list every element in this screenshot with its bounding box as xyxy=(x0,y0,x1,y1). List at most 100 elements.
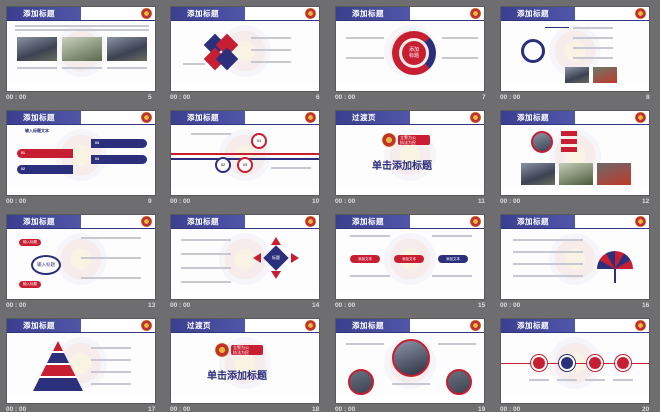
main-title: 单击添加标题 xyxy=(372,161,432,172)
text-placeholder xyxy=(613,379,633,381)
text-label: 添加文本 xyxy=(438,255,468,263)
police-emblem-watermark xyxy=(549,233,601,285)
text-placeholder xyxy=(346,37,384,39)
slide-time: 00 : 00 xyxy=(6,198,27,205)
slide-thumbnail-20[interactable]: 添加标题 xyxy=(500,318,650,404)
police-emblem-icon xyxy=(141,112,152,123)
text-placeholder xyxy=(350,275,390,277)
item-number: 04 xyxy=(95,157,99,161)
text-placeholder xyxy=(573,37,613,39)
slide-thumbnail-5[interactable]: 添加标题 xyxy=(6,6,156,92)
slide-thumbnail-9[interactable]: 添加标题 输入标题文本 01 02 03 04 xyxy=(6,110,156,196)
slide-time: 00 : 00 xyxy=(6,94,27,101)
slide-number: 16 xyxy=(642,302,650,309)
text-placeholder xyxy=(573,27,613,29)
slide-title: 添加标题 xyxy=(517,321,549,330)
slide-number: 11 xyxy=(478,198,485,205)
slide-thumbnail-6[interactable]: 添加标题 xyxy=(170,6,320,92)
center-badge: 添加 标题 xyxy=(402,41,426,65)
slide-thumbnail-11[interactable]: 过渡页 立警为公 执法为民 单击添加标题 xyxy=(335,110,485,196)
slide-thumbnail-14[interactable]: 添加标题 标题 xyxy=(170,214,320,300)
text-placeholder xyxy=(91,371,131,373)
list-item xyxy=(17,165,73,174)
slide-title: 添加标题 xyxy=(187,9,219,18)
photo-circle xyxy=(392,339,430,377)
text-placeholder xyxy=(251,37,291,39)
text-placeholder xyxy=(573,57,613,59)
slide-title: 添加标题 xyxy=(517,217,549,226)
slide-time: 00 : 00 xyxy=(170,94,191,101)
item-number: 03 xyxy=(95,141,99,145)
slide-thumbnail-16[interactable]: 添加标题 xyxy=(500,214,650,300)
police-emblem-watermark xyxy=(55,233,107,285)
text-placeholder xyxy=(181,267,231,269)
slide-time: 00 : 00 xyxy=(500,302,521,309)
slide-number: 18 xyxy=(312,406,320,412)
slide-number: 13 xyxy=(148,302,156,309)
photo-placeholder xyxy=(521,163,555,185)
text-placeholder xyxy=(438,343,476,345)
slide-thumbnail-10[interactable]: 添加标题 01 02 03 xyxy=(170,110,320,196)
umbrella-icon xyxy=(597,251,633,269)
slide-title: 添加标题 xyxy=(23,321,55,330)
slide-time: 00 : 00 xyxy=(170,198,191,205)
slide-thumbnail-18[interactable]: 过渡页 立警为公 执法为民 单击添加标题 xyxy=(170,318,320,404)
text-placeholder xyxy=(513,251,583,253)
text-placeholder xyxy=(513,263,583,265)
slogan-badge: 立警为公 执法为民 xyxy=(231,345,263,355)
slide-title: 过渡页 xyxy=(187,321,211,330)
slide-thumbnail-7[interactable]: 添加标题 添加 标题 xyxy=(335,6,485,92)
list-item xyxy=(17,149,73,158)
slide-thumbnail-13[interactable]: 添加标题 输入标题 输入标题 输入标题 xyxy=(6,214,156,300)
police-emblem-icon xyxy=(470,216,481,227)
slide-thumbnail-12[interactable]: 添加标题 xyxy=(500,110,650,196)
text-placeholder xyxy=(392,383,430,385)
slide-thumbnail-15[interactable]: 添加标题 添加文本 添加文本 添加文本 xyxy=(335,214,485,300)
text-placeholder xyxy=(251,61,291,63)
text-placeholder xyxy=(81,277,141,279)
slide-number: 8 xyxy=(646,94,650,101)
text-placeholder xyxy=(107,67,147,69)
slide-number: 7 xyxy=(482,94,486,101)
arrow-right-icon xyxy=(291,253,299,263)
slide-thumbnail-19[interactable]: 添加标题 xyxy=(335,318,485,404)
slide-number: 17 xyxy=(148,406,156,412)
photo-placeholder xyxy=(565,67,589,83)
slide-title: 过渡页 xyxy=(352,113,376,122)
timeline-node: 03 xyxy=(237,157,253,173)
slide-number: 14 xyxy=(312,302,320,309)
photo-placeholder xyxy=(597,163,631,185)
text-placeholder xyxy=(181,239,231,241)
slide-number: 19 xyxy=(478,406,486,412)
timeline-line xyxy=(171,153,319,155)
police-emblem-icon xyxy=(305,320,316,331)
text-placeholder xyxy=(181,281,231,283)
label-tag xyxy=(561,147,577,152)
slide-time: 00 : 00 xyxy=(500,406,521,412)
text-placeholder xyxy=(432,235,472,237)
timeline-node: 01 xyxy=(251,133,267,149)
police-emblem-icon xyxy=(141,216,152,227)
slide-thumbnail-17[interactable]: 添加标题 xyxy=(6,318,156,404)
slide-time: 00 : 00 xyxy=(6,302,27,309)
police-emblem-icon xyxy=(470,8,481,19)
slide-title: 添加标题 xyxy=(352,9,384,18)
text-placeholder xyxy=(17,67,57,69)
photo-placeholder xyxy=(107,37,147,61)
list-item xyxy=(91,155,147,164)
text-placeholder xyxy=(15,29,149,31)
slide-time: 00 : 00 xyxy=(170,302,191,309)
slide-time: 00 : 00 xyxy=(335,198,356,205)
slide-title: 添加标题 xyxy=(352,321,384,330)
text-placeholder xyxy=(62,67,102,69)
text-placeholder xyxy=(513,275,583,277)
slide-title: 添加标题 xyxy=(517,9,549,18)
police-emblem-icon xyxy=(141,8,152,19)
section-heading: 输入标题文本 xyxy=(25,128,49,133)
text-label: 添加文本 xyxy=(394,255,424,263)
label-tag xyxy=(561,131,577,136)
police-emblem-watermark xyxy=(219,233,271,285)
photo-placeholder xyxy=(62,37,102,61)
slide-thumbnail-8[interactable]: 添加标题 xyxy=(500,6,650,92)
slide-time: 00 : 00 xyxy=(500,94,521,101)
